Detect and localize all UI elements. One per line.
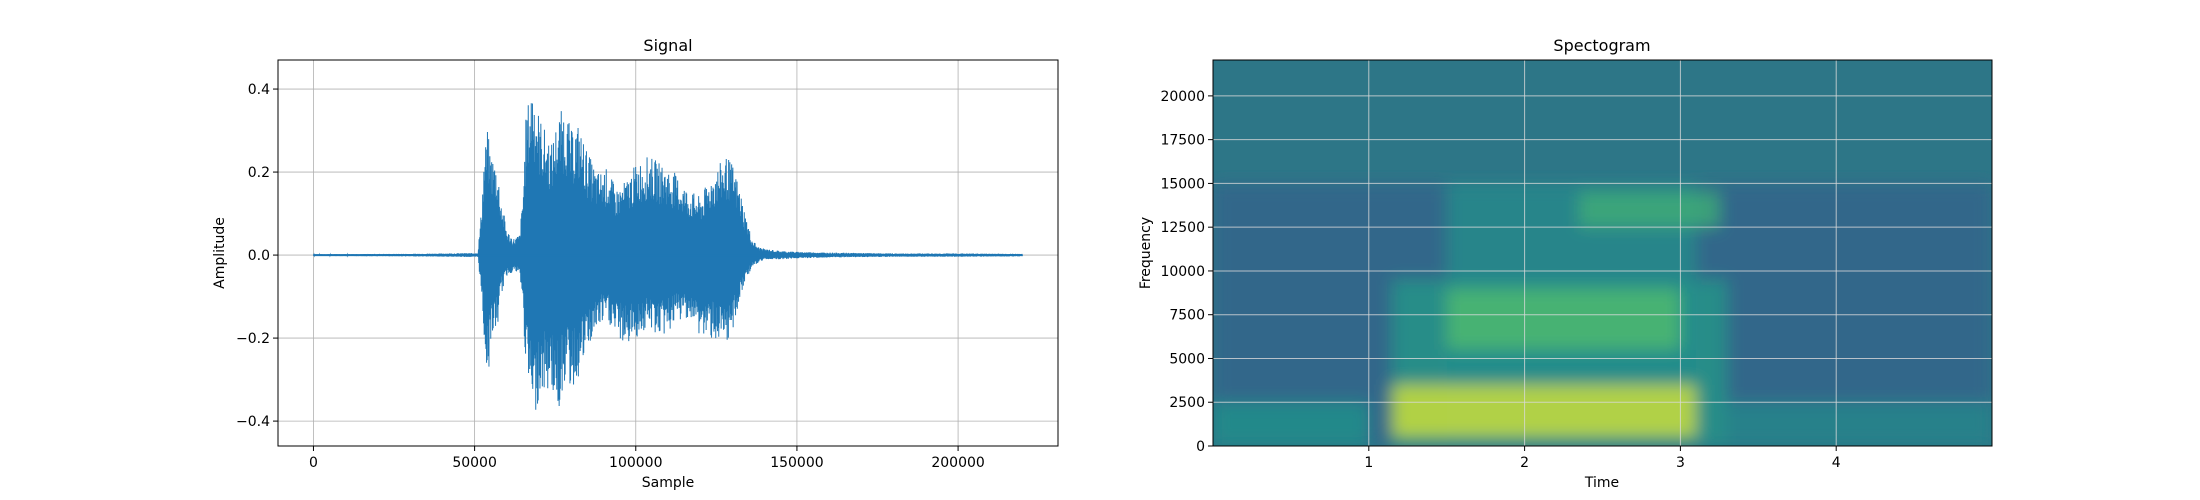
signal-xlabel: Sample	[642, 475, 695, 491]
signal-xtick-label: 150000	[770, 455, 823, 471]
spectrogram-ytick-label: 5000	[1169, 351, 1205, 367]
signal-xtick-label: 50000	[452, 455, 497, 471]
spectrogram-axes-frame	[1212, 59, 1993, 447]
signal-ytick-label: −0.4	[236, 414, 270, 430]
spectrogram-ytick-label: 20000	[1160, 89, 1205, 105]
signal-axes-frame	[277, 59, 1059, 447]
signal-x-ticks: 0 50000 100000 150000 200000	[309, 446, 985, 471]
spectrogram-grid	[1213, 60, 1992, 446]
signal-xtick-label: 200000	[931, 455, 984, 471]
spectrogram-ytick-label: 2500	[1169, 395, 1205, 411]
spectrogram-ytick-label: 12500	[1160, 220, 1205, 236]
spectrogram-ytick-label: 10000	[1160, 264, 1205, 280]
spectrogram-energy-region	[1727, 402, 1992, 446]
signal-ytick-label: 0.0	[248, 248, 270, 264]
spectrogram-ytick-label: 17500	[1160, 133, 1205, 149]
spectrogram-xtick-label: 3	[1676, 455, 1685, 471]
spectrogram-y-ticks: 0 2500 5000 7500 10000 12500 15000 17500 20000	[1160, 89, 1213, 455]
signal-chart: Signal 0 50000 100000 150000 200000 −0.4 −0.2…	[212, 36, 1059, 491]
spectrogram-ytick-label: 15000	[1160, 176, 1205, 192]
spectrogram-energy-region	[1392, 384, 1696, 438]
spectrogram-ytick-label: 0	[1196, 439, 1205, 455]
spectrogram-energy-region	[1446, 288, 1681, 350]
spectrogram-ytick-label: 7500	[1169, 308, 1205, 324]
signal-xtick-label: 100000	[609, 455, 662, 471]
signal-xtick-label: 0	[309, 455, 318, 471]
signal-ytick-label: 0.4	[248, 82, 270, 98]
signal-ytick-label: 0.2	[248, 165, 270, 181]
spectrogram-energy-region	[1213, 402, 1369, 446]
spectrogram-chart: Spectogram 1 2 3 4 0 2500 5000 7500 10000 12500 1…	[1138, 36, 1993, 491]
spectrogram-xlabel: Time	[1584, 475, 1619, 491]
spectrogram-xtick-label: 4	[1832, 455, 1841, 471]
spectrogram-title: Spectogram	[1553, 36, 1650, 55]
signal-ylabel: Amplitude	[212, 217, 228, 289]
spectrogram-ylabel: Frequency	[1138, 217, 1154, 289]
signal-title: Signal	[643, 36, 692, 55]
spectrogram-xtick-label: 2	[1520, 455, 1529, 471]
spectrogram-xtick-label: 1	[1364, 455, 1373, 471]
spectrogram-x-ticks: 1 2 3 4	[1364, 446, 1841, 471]
signal-ytick-label: −0.2	[236, 331, 270, 347]
spectrogram-energy-region	[1579, 192, 1720, 228]
signal-y-ticks: −0.4 −0.2 0.0 0.2 0.4	[236, 82, 278, 430]
